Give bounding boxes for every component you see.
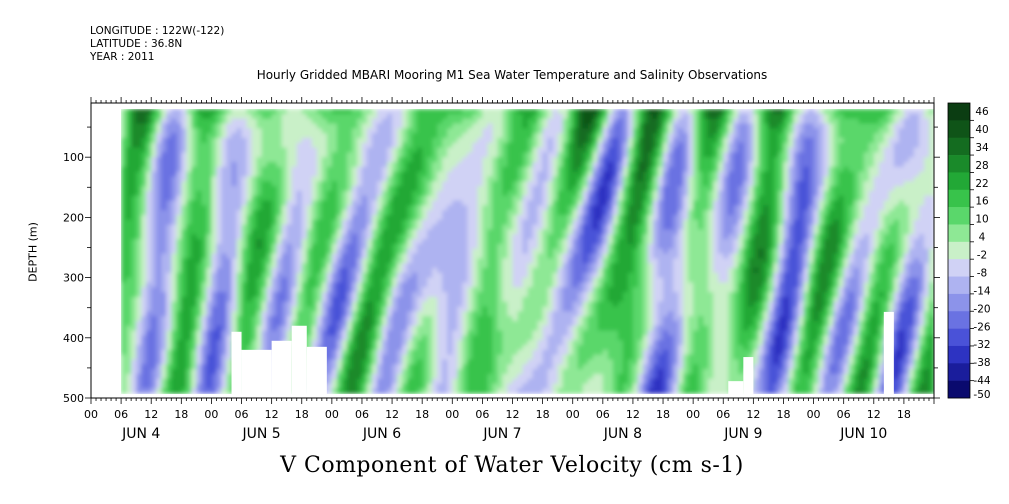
missing-data-region — [241, 349, 272, 398]
x-tick-label: 06 — [235, 408, 249, 421]
x-tick-label: 06 — [355, 408, 369, 421]
x-tick-label: 12 — [867, 408, 881, 421]
colorbar-label: -8 — [977, 267, 987, 279]
colorbar-swatch — [948, 155, 970, 173]
x-tick-label: 00 — [686, 408, 700, 421]
x-tick-label: 18 — [415, 408, 429, 421]
x-tick-label: 12 — [385, 408, 399, 421]
colorbar-label: -50 — [973, 389, 990, 401]
x-tick-label: 18 — [776, 408, 790, 421]
missing-data-region — [306, 346, 327, 398]
colorbar-swatch — [948, 293, 970, 312]
x-day-label: JUN 6 — [362, 426, 401, 442]
x-tick-label: 00 — [445, 408, 459, 421]
x-tick-label: 00 — [325, 408, 339, 421]
x-day-label: JUN 8 — [603, 426, 642, 442]
missing-data-region — [271, 340, 292, 398]
colorbar-label: 4 — [979, 232, 986, 244]
y-tick-label: 500 — [63, 392, 84, 405]
missing-data-region — [883, 311, 894, 398]
year-label: YEAR : 2011 — [90, 51, 155, 63]
x-tick-label: 18 — [536, 408, 550, 421]
colorbar-swatch — [948, 137, 970, 156]
y-tick-label: 300 — [63, 272, 84, 285]
y-tick-label: 200 — [63, 211, 84, 224]
x-tick-label: 12 — [265, 408, 279, 421]
y-axis-label: DEPTH (m) — [26, 222, 40, 282]
x-axis-label: V Component of Water Velocity (cm s-1) — [280, 453, 744, 478]
missing-data-region — [231, 331, 242, 398]
colorbar-swatch — [948, 380, 970, 399]
colorbar-swatch — [948, 103, 970, 121]
latitude-label: LATITUDE : 36.8N — [90, 38, 183, 50]
x-tick-label: 12 — [746, 408, 760, 421]
colorbar-swatch — [948, 241, 970, 260]
missing-data-region — [743, 357, 754, 398]
colorbar-label: 40 — [975, 124, 988, 136]
x-tick-label: 00 — [84, 408, 98, 421]
colorbar-label: -20 — [973, 303, 990, 315]
longitude-label: LONGITUDE : 122W(-122) — [90, 25, 225, 37]
x-tick-label: 18 — [295, 408, 309, 421]
x-day-label: JUN 7 — [482, 426, 521, 442]
x-tick-label: 18 — [897, 408, 911, 421]
colorbar-swatch — [948, 311, 970, 329]
x-day-label: JUN 9 — [723, 426, 762, 442]
x-tick-label: 00 — [204, 408, 218, 421]
x-tick-label: 12 — [506, 408, 520, 421]
colorbar-label: 22 — [975, 178, 988, 190]
missing-data-region — [728, 381, 744, 398]
colorbar-label: 10 — [975, 214, 988, 226]
colorbar-swatch — [948, 259, 970, 277]
x-tick-label: 00 — [566, 408, 580, 421]
colorbar: 46 40 34 28 22 16 10 4 -2 -8 -14 -20 -26 -32 -38 -44 -50 — [947, 102, 991, 401]
y-tick-label: 100 — [63, 151, 84, 164]
x-tick-label: 06 — [596, 408, 610, 421]
colorbar-swatch — [948, 120, 970, 139]
colorbar-label: 16 — [975, 196, 989, 208]
x-tick-label: 00 — [807, 408, 821, 421]
x-tick-label: 06 — [475, 408, 489, 421]
x-tick-label: 06 — [837, 408, 851, 421]
x-day-label: JUN 5 — [241, 426, 280, 442]
x-day-label: JUN 4 — [121, 426, 160, 442]
chart-title: Hourly Gridded MBARI Mooring M1 Sea Wate… — [256, 68, 768, 82]
colorbar-label: 34 — [975, 142, 989, 154]
colorbar-swatch — [948, 363, 970, 381]
colorbar-label: -38 — [973, 357, 990, 369]
colorbar-swatch — [948, 276, 970, 295]
x-tick-label: 18 — [174, 408, 188, 421]
colorbar-swatch — [948, 224, 970, 243]
colorbar-swatch — [948, 345, 970, 364]
colorbar-label: -44 — [973, 375, 990, 387]
x-tick-label: 18 — [656, 408, 670, 421]
colorbar-label: -2 — [977, 250, 987, 262]
colorbar-label: 28 — [975, 160, 988, 172]
colorbar-label: -26 — [973, 321, 990, 333]
colorbar-swatch — [948, 207, 970, 225]
missing-data-region — [291, 325, 307, 398]
x-axis-ticks: 00 06 12 18 00 06 12 18 00 06 12 18 00 06 12 18 00 06 12 18… — [84, 97, 935, 442]
missing-data-mask — [231, 311, 894, 398]
colorbar-swatch — [948, 328, 970, 347]
x-tick-label: 06 — [114, 408, 128, 421]
y-axis-ticks: 100 200 300 400 500 — [63, 126, 940, 405]
x-tick-label: 12 — [626, 408, 640, 421]
colorbar-swatch — [948, 172, 970, 191]
y-tick-label: 400 — [63, 332, 84, 345]
x-day-label: JUN 10 — [839, 426, 887, 442]
colorbar-swatch — [948, 189, 970, 208]
colorbar-label: 46 — [975, 106, 989, 118]
x-tick-label: 06 — [716, 408, 730, 421]
colorbar-label: -14 — [973, 285, 990, 297]
colorbar-label: -32 — [973, 339, 990, 351]
x-tick-label: 12 — [144, 408, 158, 421]
